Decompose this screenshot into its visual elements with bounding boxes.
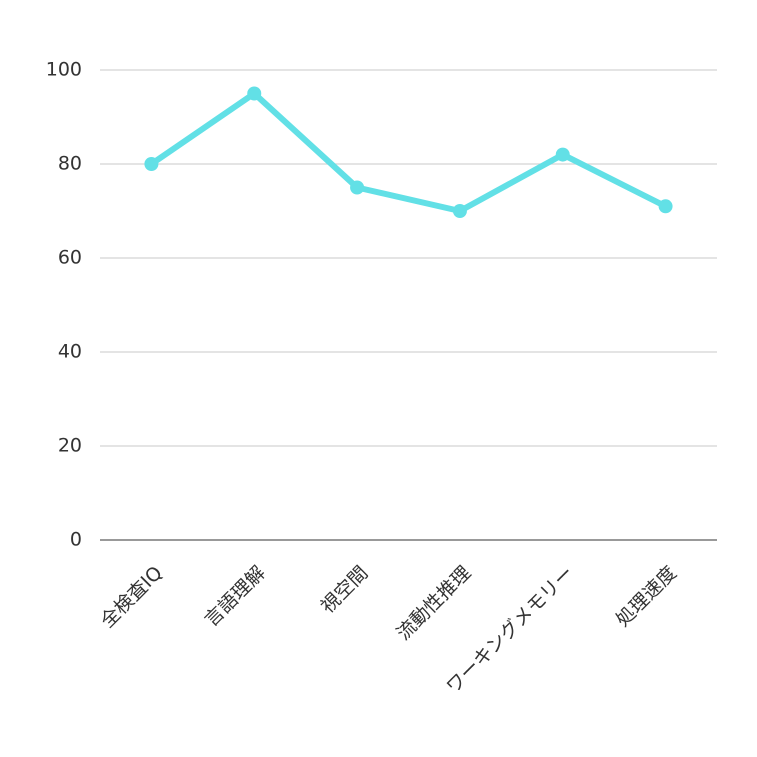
data-point bbox=[452, 204, 467, 218]
y-tick-label: 100 bbox=[46, 59, 82, 81]
y-tick-label: 60 bbox=[58, 247, 82, 269]
data-point bbox=[658, 199, 673, 214]
x-tick-label: 言語理解 bbox=[200, 562, 269, 631]
y-tick-label: 40 bbox=[58, 341, 82, 363]
data-point bbox=[555, 147, 570, 162]
y-tick-label: 20 bbox=[58, 435, 82, 457]
x-tick-label: 流動性推理 bbox=[393, 562, 476, 645]
x-tick-label: 処理速度 bbox=[612, 562, 681, 631]
data-point bbox=[350, 180, 365, 195]
y-tick-label: 0 bbox=[70, 529, 82, 551]
data-point bbox=[247, 86, 262, 101]
data-line bbox=[149, 90, 667, 214]
x-tick-label: 全検査IQ bbox=[96, 562, 166, 632]
x-tick-label: 視空間 bbox=[317, 562, 373, 618]
y-tick-label: 80 bbox=[58, 153, 82, 175]
data-point bbox=[144, 157, 159, 171]
